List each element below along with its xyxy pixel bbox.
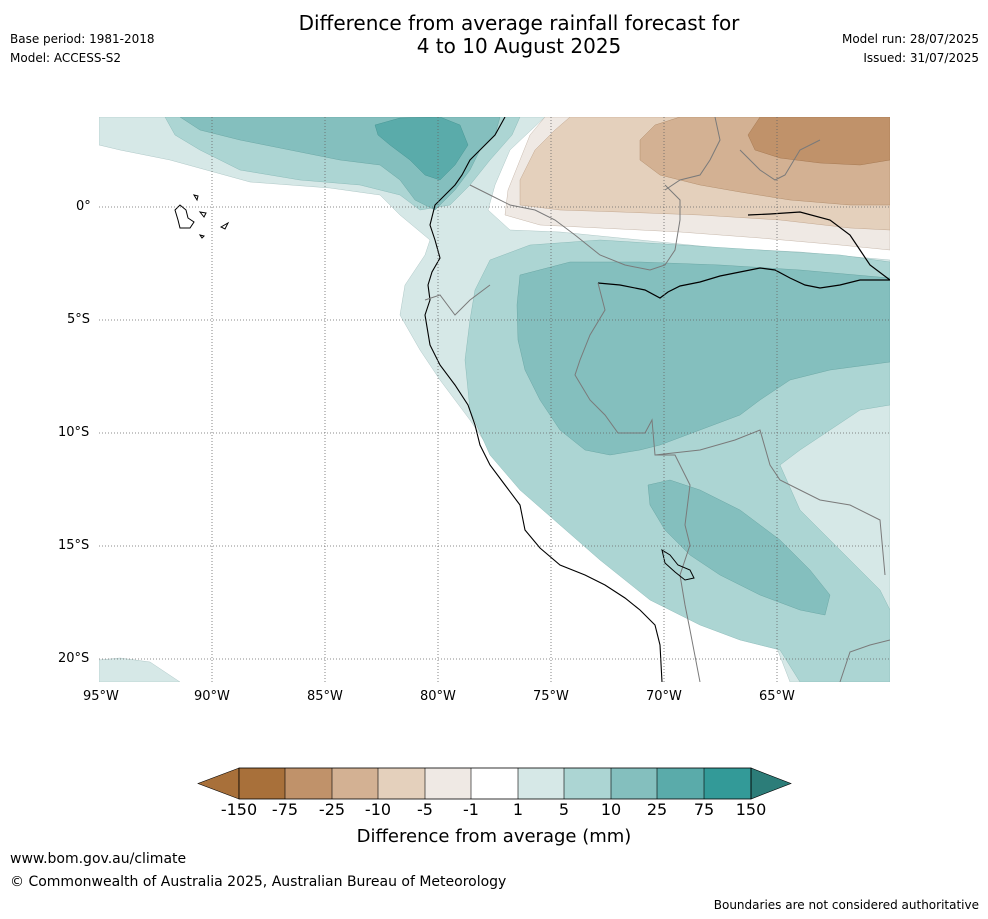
- colorbar-tick: 5: [558, 800, 570, 819]
- colorbar-cell-3: [332, 768, 379, 799]
- model-label: Model: ACCESS-S2: [10, 51, 122, 65]
- colorbar-cell-11: [704, 768, 751, 799]
- wet-region-10-25-band: [647, 479, 831, 616]
- north-coast: [747, 211, 890, 281]
- colorbar-tick: -25: [318, 800, 346, 819]
- title-line-1: Difference from average rainfall forecas…: [298, 11, 740, 35]
- footer-url: www.bom.gov.au/climate: [10, 851, 187, 867]
- colorbar-tick: 75: [693, 800, 715, 819]
- issued-label: Issued: 31/07/2025: [863, 51, 979, 65]
- lat-label-10s: 10°S: [58, 425, 90, 440]
- colorbar-tick: 150: [735, 800, 767, 819]
- lon-label-90w: 90°W: [194, 689, 230, 704]
- wet-region-25-75: [374, 117, 469, 181]
- colorbar-cell-6: [471, 768, 518, 799]
- colorbar-cell-10: [657, 768, 704, 799]
- colorbar-dividers: [284, 768, 705, 799]
- colorbar-cell-5: [425, 768, 472, 799]
- coastline: [424, 117, 663, 682]
- title-line-2: 4 to 10 August 2025: [416, 34, 622, 58]
- lon-label-75w: 75°W: [533, 689, 569, 704]
- wet-region-sw-corner: [99, 657, 181, 682]
- colorbar-cell-4: [378, 768, 425, 799]
- map-title: Difference from average rainfall forecas…: [194, 12, 844, 58]
- map-field: [99, 117, 890, 682]
- lon-label-95w: 95°W: [83, 689, 119, 704]
- lon-label-65w: 65°W: [759, 689, 795, 704]
- graticule: [99, 117, 890, 682]
- colorbar-cell-1: [239, 768, 286, 799]
- model-run-label: Model run: 28/07/2025: [841, 32, 979, 46]
- colorbar-tick: -10: [364, 800, 392, 819]
- colorbar-tick: 10: [600, 800, 622, 819]
- galapagos-islands: [174, 194, 230, 239]
- colorbar-tick: 1: [512, 800, 524, 819]
- colorbar-title: Difference from average (mm): [356, 826, 632, 847]
- colorbar-tick: -1: [463, 800, 479, 819]
- colorbar-cell-2: [285, 768, 332, 799]
- lat-label-20s: 20°S: [58, 651, 90, 666]
- amazon-river: [597, 267, 890, 299]
- colorbar-tick: 25: [646, 800, 668, 819]
- footer-copyright: © Commonwealth of Australia 2025, Austra…: [10, 874, 507, 890]
- colorbar-cell-9: [611, 768, 658, 799]
- lon-label-85w: 85°W: [307, 689, 343, 704]
- colorbar-frame: [238, 767, 752, 800]
- colorbar-cell-7: [518, 768, 565, 799]
- colorbar-cell-8: [564, 768, 611, 799]
- lon-label-70w: 70°W: [646, 689, 682, 704]
- colorbar: [197, 767, 792, 800]
- colorbar-tick: -75: [271, 800, 299, 819]
- colorbar-high-arrow: [750, 767, 792, 800]
- lon-label-80w: 80°W: [420, 689, 456, 704]
- colorbar-low-arrow: [197, 767, 240, 800]
- lat-label-15s: 15°S: [58, 538, 90, 553]
- colorbar-tick: -5: [417, 800, 433, 819]
- lat-label-5s: 5°S: [67, 312, 91, 327]
- base-period-label: Base period: 1981-2018: [10, 32, 155, 46]
- lat-label-0: 0°: [76, 199, 91, 214]
- lake-titicaca: [661, 548, 695, 581]
- boundary-note: Boundaries are not considered authoritat…: [713, 898, 979, 912]
- colorbar-tick: -150: [220, 800, 258, 819]
